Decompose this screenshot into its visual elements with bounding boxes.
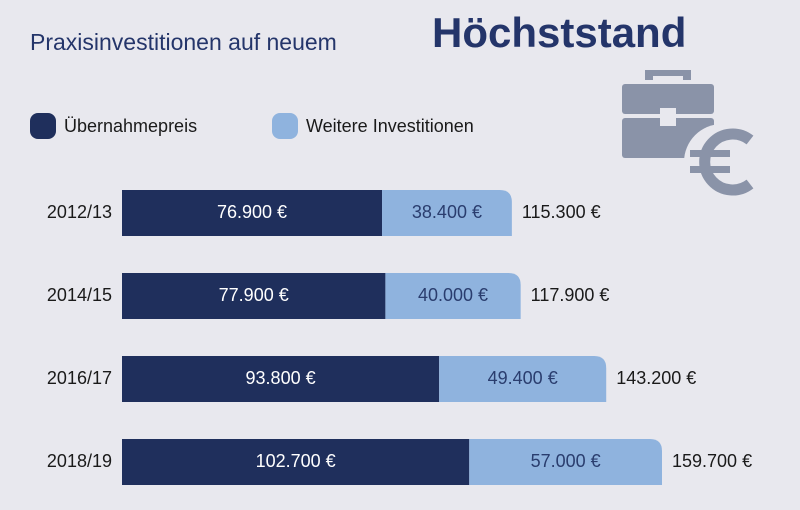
legend-swatch — [30, 113, 56, 139]
chart-title: Praxisinvestitionen auf neuem — [30, 29, 337, 55]
value-label: 49.400 € — [488, 368, 558, 388]
bar-segment — [385, 273, 521, 319]
value-label: 102.700 € — [256, 451, 336, 471]
chart-title-highlight: Höchststand — [432, 9, 686, 56]
y-tick-label: 2016/17 — [47, 368, 112, 388]
briefcase-euro-icon — [622, 70, 760, 200]
legend-swatch — [272, 113, 298, 139]
total-label: 115.300 € — [522, 202, 601, 222]
legend-label: Weitere Investitionen — [306, 116, 474, 136]
value-label: 93.800 € — [246, 368, 316, 388]
bar-segment — [469, 439, 662, 485]
bar-segment — [122, 356, 440, 402]
total-label: 117.900 € — [531, 285, 610, 305]
value-label: 40.000 € — [418, 285, 488, 305]
bar-segment — [122, 190, 383, 236]
y-tick-label: 2018/19 — [47, 451, 112, 471]
value-label: 38.400 € — [412, 202, 482, 222]
y-tick-label: 2014/15 — [47, 285, 112, 305]
bar-segment — [122, 439, 470, 485]
total-label: 159.700 € — [672, 451, 752, 471]
total-label: 143.200 € — [616, 368, 696, 388]
value-label: 77.900 € — [219, 285, 289, 305]
legend-label: Übernahmepreis — [64, 116, 197, 136]
y-tick-label: 2012/13 — [47, 202, 112, 222]
bar-segment — [439, 356, 607, 402]
bar-segment — [382, 190, 512, 236]
value-label: 57.000 € — [531, 451, 601, 471]
bar-segment — [122, 273, 386, 319]
value-label: 76.900 € — [217, 202, 287, 222]
